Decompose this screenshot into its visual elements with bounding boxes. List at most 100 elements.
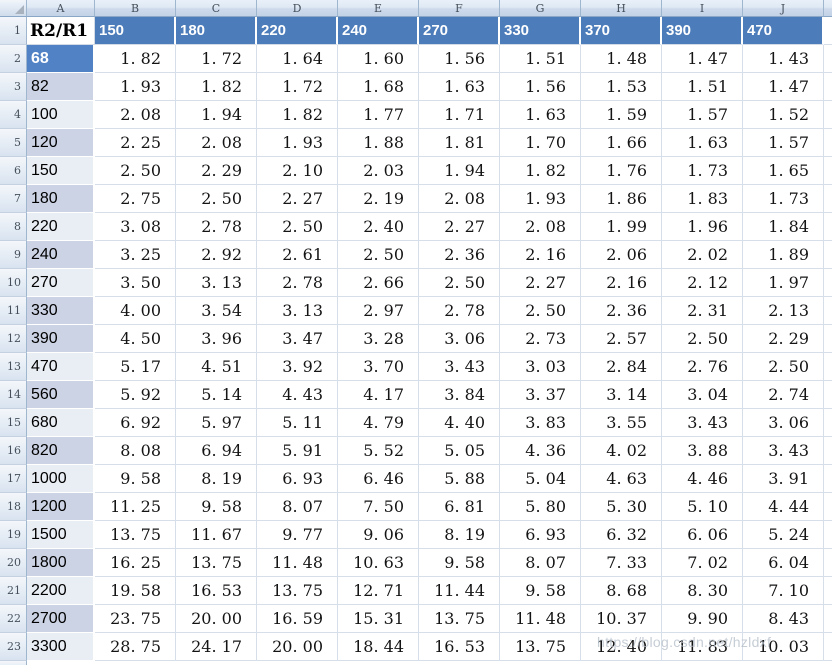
data-cell-H20[interactable]: 7. 33 (581, 549, 662, 577)
data-cell-E8[interactable]: 2. 40 (338, 213, 419, 241)
data-cell-H16[interactable]: 4. 02 (581, 437, 662, 465)
rowlabel-cell-A18[interactable]: 1200 (27, 493, 95, 521)
data-cell-J9[interactable]: 1. 89 (743, 241, 824, 269)
data-cell-D9[interactable]: 2. 61 (257, 241, 338, 269)
data-cell-G22[interactable]: 11. 48 (500, 605, 581, 633)
data-cell-D22[interactable]: 16. 59 (257, 605, 338, 633)
data-cell-C20[interactable]: 13. 75 (176, 549, 257, 577)
data-cell-B15[interactable]: 6. 92 (95, 409, 176, 437)
data-cell-J2[interactable]: 1. 43 (743, 45, 824, 73)
data-cell-J5[interactable]: 1. 57 (743, 129, 824, 157)
data-cell-H11[interactable]: 2. 36 (581, 297, 662, 325)
data-cell-E20[interactable]: 10. 63 (338, 549, 419, 577)
data-cell-D21[interactable]: 13. 75 (257, 577, 338, 605)
rowlabel-cell-A6[interactable]: 150 (27, 157, 95, 185)
row-header-20[interactable]: 20 (0, 549, 27, 577)
data-cell-D6[interactable]: 2. 10 (257, 157, 338, 185)
data-cell-J20[interactable]: 6. 04 (743, 549, 824, 577)
data-cell-D12[interactable]: 3. 47 (257, 325, 338, 353)
data-cell-G17[interactable]: 5. 04 (500, 465, 581, 493)
data-cell-J15[interactable]: 3. 06 (743, 409, 824, 437)
data-cell-E2[interactable]: 1. 60 (338, 45, 419, 73)
column-header-I[interactable]: I (662, 0, 743, 17)
row-header-12[interactable]: 12 (0, 325, 27, 353)
data-cell-C19[interactable]: 11. 67 (176, 521, 257, 549)
data-cell-B22[interactable]: 23. 75 (95, 605, 176, 633)
rowlabel-cell-A15[interactable]: 680 (27, 409, 95, 437)
data-cell-D20[interactable]: 11. 48 (257, 549, 338, 577)
data-cell-B19[interactable]: 13. 75 (95, 521, 176, 549)
data-cell-C22[interactable]: 20. 00 (176, 605, 257, 633)
data-cell-F10[interactable]: 2. 50 (419, 269, 500, 297)
data-cell-F6[interactable]: 1. 94 (419, 157, 500, 185)
data-cell-E23[interactable]: 18. 44 (338, 633, 419, 661)
data-cell-F2[interactable]: 1. 56 (419, 45, 500, 73)
data-cell-I14[interactable]: 3. 04 (662, 381, 743, 409)
row-header-18[interactable]: 18 (0, 493, 27, 521)
data-cell-J18[interactable]: 4. 44 (743, 493, 824, 521)
data-cell-J6[interactable]: 1. 65 (743, 157, 824, 185)
data-cell-D11[interactable]: 3. 13 (257, 297, 338, 325)
data-cell-H8[interactable]: 1. 99 (581, 213, 662, 241)
data-cell-C3[interactable]: 1. 82 (176, 73, 257, 101)
data-cell-G20[interactable]: 8. 07 (500, 549, 581, 577)
data-cell-D10[interactable]: 2. 78 (257, 269, 338, 297)
data-cell-D8[interactable]: 2. 50 (257, 213, 338, 241)
data-cell-B13[interactable]: 5. 17 (95, 353, 176, 381)
row-header-16[interactable]: 16 (0, 437, 27, 465)
row-header-21[interactable]: 21 (0, 577, 27, 605)
data-cell-I22[interactable]: 9. 90 (662, 605, 743, 633)
data-cell-F9[interactable]: 2. 36 (419, 241, 500, 269)
row-header-2[interactable]: 2 (0, 45, 27, 73)
cell-a1-corner-label[interactable]: R2/R1 (27, 17, 95, 45)
data-cell-J3[interactable]: 1. 47 (743, 73, 824, 101)
column-header-F[interactable]: F (419, 0, 500, 17)
data-cell-C18[interactable]: 9. 58 (176, 493, 257, 521)
data-cell-B7[interactable]: 2. 75 (95, 185, 176, 213)
data-cell-B4[interactable]: 2. 08 (95, 101, 176, 129)
data-cell-G7[interactable]: 1. 93 (500, 185, 581, 213)
data-cell-C14[interactable]: 5. 14 (176, 381, 257, 409)
data-cell-B5[interactable]: 2. 25 (95, 129, 176, 157)
data-cell-F14[interactable]: 3. 84 (419, 381, 500, 409)
data-cell-H23[interactable]: 12. 40 (581, 633, 662, 661)
data-cell-I19[interactable]: 6. 06 (662, 521, 743, 549)
rowlabel-cell-A12[interactable]: 390 (27, 325, 95, 353)
data-cell-D16[interactable]: 5. 91 (257, 437, 338, 465)
data-cell-D23[interactable]: 20. 00 (257, 633, 338, 661)
data-cell-C13[interactable]: 4. 51 (176, 353, 257, 381)
data-cell-J16[interactable]: 3. 43 (743, 437, 824, 465)
data-cell-D4[interactable]: 1. 82 (257, 101, 338, 129)
data-cell-C7[interactable]: 2. 50 (176, 185, 257, 213)
data-cell-D13[interactable]: 3. 92 (257, 353, 338, 381)
data-cell-G16[interactable]: 4. 36 (500, 437, 581, 465)
data-cell-H4[interactable]: 1. 59 (581, 101, 662, 129)
data-cell-G10[interactable]: 2. 27 (500, 269, 581, 297)
data-cell-H2[interactable]: 1. 48 (581, 45, 662, 73)
data-cell-J21[interactable]: 7. 10 (743, 577, 824, 605)
data-cell-E10[interactable]: 2. 66 (338, 269, 419, 297)
data-cell-H9[interactable]: 2. 06 (581, 241, 662, 269)
data-cell-G14[interactable]: 3. 37 (500, 381, 581, 409)
rowlabel-cell-A23[interactable]: 3300 (27, 633, 95, 661)
row-header-6[interactable]: 6 (0, 157, 27, 185)
header-cell-C1[interactable]: 180 (176, 17, 257, 45)
header-cell-I1[interactable]: 390 (662, 17, 743, 45)
rowlabel-cell-A13[interactable]: 470 (27, 353, 95, 381)
data-cell-F5[interactable]: 1. 81 (419, 129, 500, 157)
data-cell-H5[interactable]: 1. 66 (581, 129, 662, 157)
header-cell-H1[interactable]: 370 (581, 17, 662, 45)
column-header-G[interactable]: G (500, 0, 581, 17)
data-cell-E5[interactable]: 1. 88 (338, 129, 419, 157)
row-header-11[interactable]: 11 (0, 297, 27, 325)
data-cell-J22[interactable]: 8. 43 (743, 605, 824, 633)
data-cell-I18[interactable]: 5. 10 (662, 493, 743, 521)
rowlabel-cell-A2[interactable]: 68 (27, 45, 95, 73)
data-cell-F3[interactable]: 1. 63 (419, 73, 500, 101)
data-cell-H12[interactable]: 2. 57 (581, 325, 662, 353)
row-header-19[interactable]: 19 (0, 521, 27, 549)
row-header-3[interactable]: 3 (0, 73, 27, 101)
data-cell-I8[interactable]: 1. 96 (662, 213, 743, 241)
data-cell-I2[interactable]: 1. 47 (662, 45, 743, 73)
data-cell-F11[interactable]: 2. 78 (419, 297, 500, 325)
